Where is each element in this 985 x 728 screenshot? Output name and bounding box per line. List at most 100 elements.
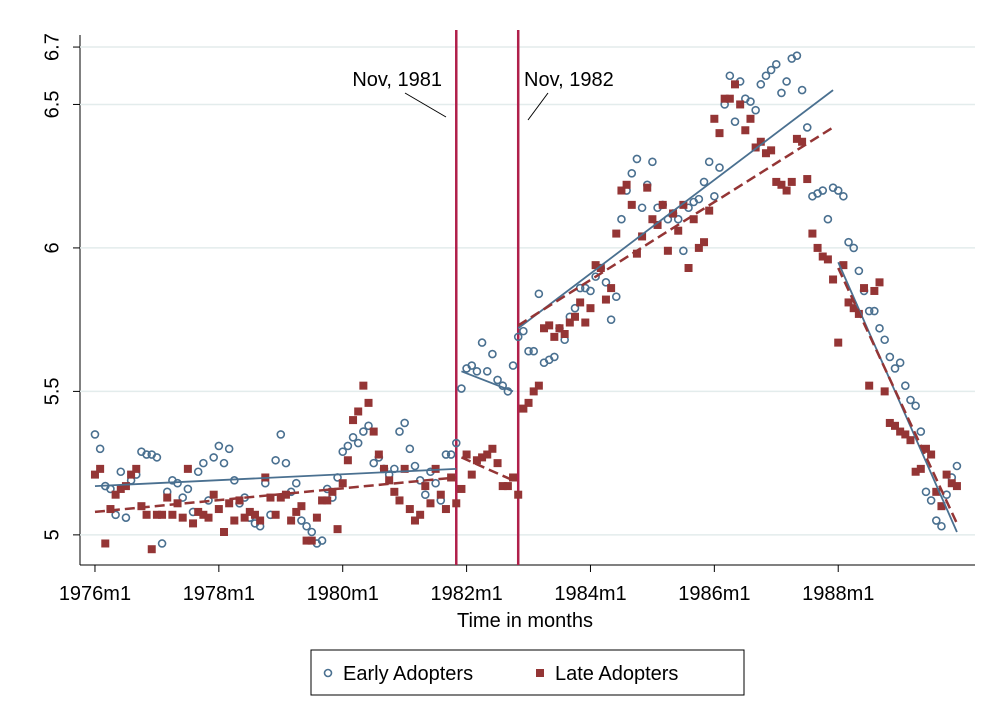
point	[271, 510, 280, 519]
point	[199, 510, 208, 519]
point	[906, 436, 915, 445]
point	[338, 479, 347, 488]
point	[441, 505, 450, 514]
point	[488, 349, 497, 359]
point	[865, 381, 874, 390]
point	[849, 304, 858, 313]
point	[679, 246, 688, 256]
point	[802, 123, 812, 132]
point	[885, 352, 895, 362]
point	[451, 438, 461, 448]
x-tick-label: 1982m1	[430, 583, 502, 605]
point	[302, 521, 311, 531]
point	[834, 338, 843, 347]
point	[514, 490, 523, 499]
point	[467, 470, 476, 479]
point	[627, 200, 636, 209]
point	[844, 298, 853, 307]
point	[813, 243, 822, 252]
point	[116, 484, 125, 493]
point	[663, 246, 672, 255]
point	[152, 510, 161, 519]
annotation: Nov, 1981	[352, 69, 442, 91]
point	[648, 215, 657, 224]
point	[622, 180, 631, 189]
point	[581, 318, 590, 327]
point	[281, 490, 290, 499]
point	[694, 243, 703, 252]
point	[302, 536, 311, 545]
point	[540, 324, 549, 333]
point	[121, 482, 130, 491]
point	[885, 418, 894, 427]
point	[168, 510, 177, 519]
point	[710, 114, 719, 123]
point	[756, 137, 765, 146]
point	[178, 513, 187, 522]
point	[952, 461, 962, 471]
point	[637, 203, 647, 213]
point	[508, 361, 518, 370]
point	[627, 169, 637, 178]
point	[90, 430, 100, 439]
point	[601, 278, 611, 287]
point	[689, 215, 698, 224]
point	[291, 478, 301, 488]
point	[353, 438, 363, 448]
point	[214, 441, 224, 451]
point	[307, 536, 316, 545]
x-tick-label: 1986m1	[678, 583, 750, 605]
point	[395, 427, 404, 436]
point	[927, 450, 936, 459]
point	[736, 100, 745, 109]
point	[369, 427, 378, 436]
point	[426, 499, 435, 508]
point	[369, 458, 378, 468]
point	[431, 478, 440, 488]
point	[457, 484, 466, 493]
x-axis-title: Time in months	[457, 610, 593, 632]
point	[632, 249, 641, 258]
point	[524, 398, 533, 407]
point	[478, 453, 487, 462]
point	[632, 154, 642, 164]
point	[482, 367, 492, 376]
point	[658, 200, 667, 209]
point	[152, 453, 162, 462]
legend-label: Early Adopters	[343, 663, 473, 685]
point	[787, 177, 796, 186]
point	[297, 502, 306, 511]
legend-marker	[536, 669, 544, 677]
point	[441, 450, 451, 459]
point	[467, 361, 477, 370]
point	[607, 284, 616, 293]
point	[937, 502, 946, 511]
point	[250, 510, 259, 519]
fit-line	[517, 89, 834, 329]
annotation-leader	[527, 92, 549, 121]
point	[782, 186, 791, 195]
point	[245, 507, 254, 516]
point	[570, 303, 580, 313]
point	[287, 516, 296, 525]
point	[730, 117, 740, 126]
point	[901, 381, 910, 390]
point	[555, 324, 564, 333]
legend-label: Late Adopters	[555, 663, 678, 685]
point	[725, 71, 735, 81]
point	[550, 352, 559, 362]
point	[720, 94, 729, 103]
point	[911, 401, 920, 411]
point	[142, 450, 151, 459]
point	[209, 490, 218, 499]
legend-marker	[323, 668, 333, 678]
point	[777, 180, 786, 189]
point	[854, 266, 864, 276]
point	[281, 458, 291, 468]
point	[942, 470, 951, 479]
point	[761, 71, 771, 81]
point	[823, 214, 833, 224]
point	[157, 539, 167, 548]
point	[240, 513, 249, 522]
